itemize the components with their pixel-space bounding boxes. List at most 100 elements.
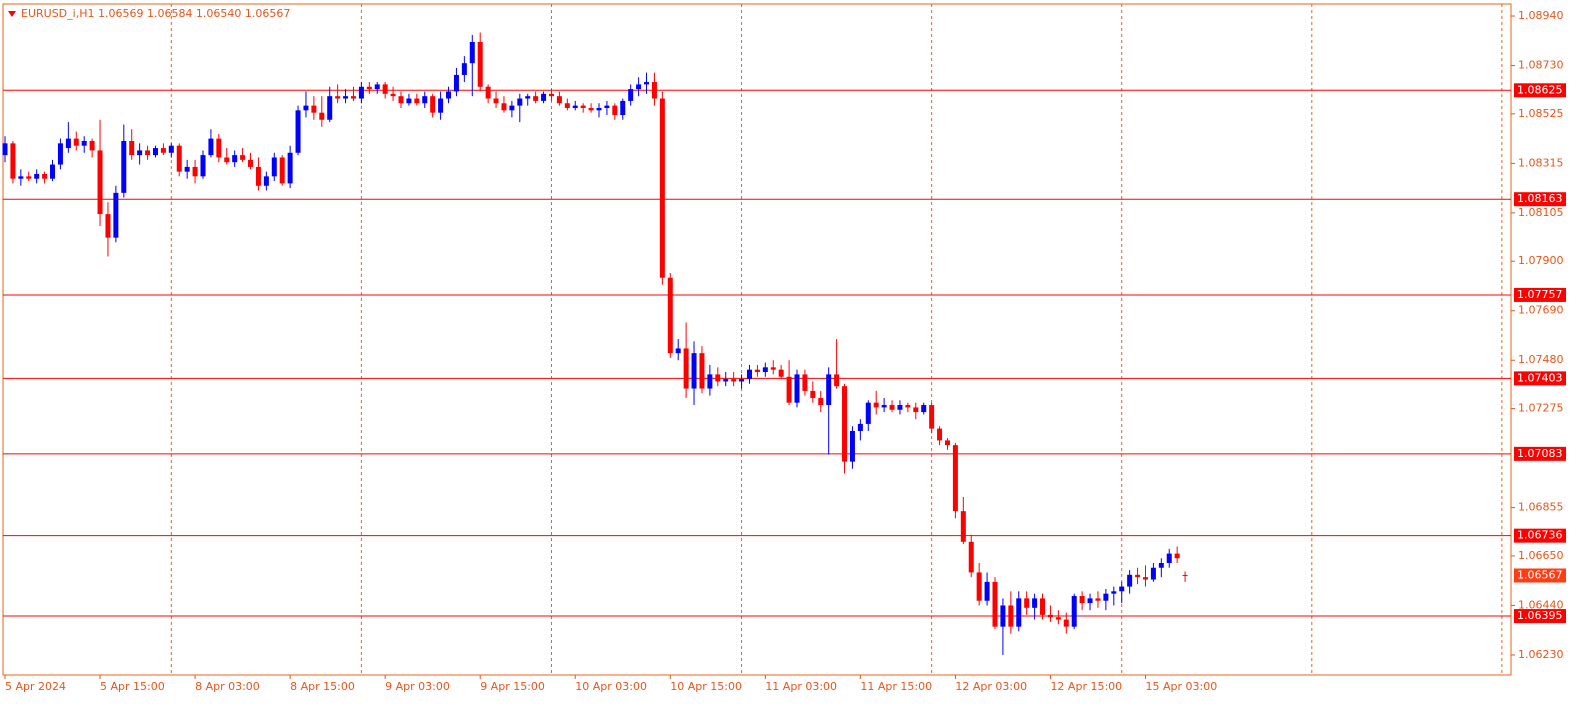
candle-body — [778, 369, 784, 377]
y-tick-label: 1.07900 — [1518, 254, 1564, 267]
candle-body — [723, 379, 729, 382]
x-tick-label: 8 Apr 03:00 — [195, 680, 260, 693]
candle-body — [960, 511, 966, 542]
candle-body — [263, 176, 269, 186]
candle-body — [137, 150, 143, 156]
candle-body — [1142, 577, 1148, 580]
candle-body — [802, 374, 808, 391]
level-label: 1.07403 — [1517, 371, 1563, 384]
candle-body — [572, 105, 578, 108]
candle-body — [818, 397, 824, 406]
candle-body — [192, 166, 198, 177]
candle-body — [509, 105, 515, 111]
candle-body — [485, 86, 491, 99]
candle-body — [541, 93, 547, 101]
candle-body — [715, 374, 721, 382]
candle-body — [145, 150, 151, 156]
candle-body — [1182, 575, 1188, 577]
candle-body — [232, 155, 238, 163]
candle-body — [390, 93, 396, 97]
candle-body — [208, 138, 214, 156]
candle-body — [1150, 567, 1156, 580]
candle-body — [849, 430, 855, 462]
candle-body — [897, 405, 903, 410]
candle-body — [422, 96, 428, 104]
level-label: 1.08625 — [1517, 83, 1563, 96]
candle-body — [731, 379, 737, 382]
level-label: 1.07083 — [1517, 447, 1563, 460]
y-tick-label: 1.07690 — [1518, 304, 1564, 317]
candle-body — [810, 390, 816, 398]
candle-body — [596, 107, 602, 111]
candle-body — [1063, 619, 1069, 627]
level-label-box — [1514, 446, 1566, 461]
level-label: 1.06736 — [1517, 529, 1563, 542]
candle-body — [580, 105, 586, 108]
candle-body — [1047, 614, 1053, 618]
candle-body — [889, 405, 895, 410]
x-tick-label: 9 Apr 03:00 — [385, 680, 450, 693]
candle-body — [952, 445, 958, 512]
candle-body — [26, 176, 32, 179]
candle-body — [287, 152, 293, 184]
level-label-box — [1514, 287, 1566, 302]
candle-body — [881, 405, 887, 408]
candle-body — [1016, 598, 1022, 627]
candle-body — [271, 157, 277, 177]
candle-body — [1127, 574, 1133, 587]
x-tick-label: 10 Apr 15:00 — [670, 680, 742, 693]
candle-body — [1079, 596, 1085, 604]
candle-body — [224, 157, 230, 163]
candle-body — [786, 376, 792, 403]
candle-body — [1158, 563, 1164, 568]
candle-body — [1008, 605, 1014, 627]
candle-body — [905, 405, 911, 408]
candle-body — [73, 138, 79, 146]
candle-body — [240, 155, 246, 160]
level-label-box — [1514, 528, 1566, 543]
candle-body — [968, 541, 974, 573]
candle-body — [754, 369, 760, 373]
candle-body — [699, 353, 705, 389]
candle-body — [89, 140, 95, 151]
y-tick-label: 1.08940 — [1518, 9, 1564, 22]
candle-body — [50, 164, 56, 179]
candle-body — [343, 96, 349, 99]
candle-body — [612, 105, 618, 116]
candle-body — [746, 369, 752, 380]
candle-body — [366, 86, 372, 90]
candle-body — [739, 379, 745, 382]
candle-body — [382, 84, 388, 94]
candle-body — [1166, 553, 1172, 564]
candle-body — [414, 98, 420, 104]
candle-body — [976, 572, 982, 601]
y-tick-label: 1.08315 — [1518, 156, 1564, 169]
candle-body — [762, 367, 768, 373]
candle-body — [57, 143, 63, 165]
candle-body — [279, 157, 285, 184]
level-label-box — [1514, 192, 1566, 207]
candle-body — [683, 348, 689, 389]
level-label: 1.06395 — [1517, 609, 1563, 622]
x-tick-label: 9 Apr 15:00 — [480, 680, 545, 693]
candle-body — [406, 98, 412, 104]
y-tick-label: 1.06230 — [1518, 648, 1564, 661]
candle-body — [350, 96, 356, 99]
candle-body — [2, 143, 8, 156]
candle-body — [168, 145, 174, 153]
candle-body — [659, 98, 665, 278]
chart-title: EURUSD_i,H1 1.06569 1.06584 1.06540 1.06… — [21, 7, 290, 20]
candle-body — [358, 86, 364, 99]
y-tick-label: 1.07275 — [1518, 402, 1564, 415]
candle-body — [446, 91, 452, 99]
x-tick-label: 5 Apr 15:00 — [100, 680, 165, 693]
candle-body — [477, 41, 483, 87]
x-tick-label: 11 Apr 15:00 — [860, 680, 932, 693]
candle-body — [628, 89, 634, 101]
level-label: 1.08163 — [1517, 192, 1563, 205]
candle-body — [1174, 553, 1180, 559]
level-label-box — [1514, 83, 1566, 98]
candle-body — [1135, 574, 1141, 578]
candle-body — [216, 138, 222, 158]
